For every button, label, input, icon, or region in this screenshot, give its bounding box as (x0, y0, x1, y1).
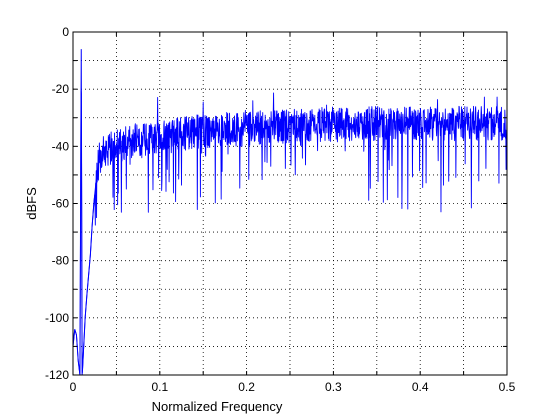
y-tick-label: -80 (52, 254, 70, 268)
y-axis-label: dBFS (24, 187, 39, 220)
x-tick-label: 0 (70, 380, 77, 394)
y-tick-label: -120 (45, 368, 69, 382)
y-tick-label: -60 (52, 197, 70, 211)
y-tick-label: -100 (45, 311, 69, 325)
x-tick-label: 0.1 (151, 380, 168, 394)
x-tick-label: 0.4 (412, 380, 429, 394)
spectrum-series-line (72, 90, 508, 375)
grid (73, 32, 507, 375)
x-tick-label: 0.5 (499, 380, 516, 394)
y-tick-label: -40 (52, 139, 70, 153)
x-tick-label: 0.2 (238, 380, 255, 394)
tick-labels: 0 0.1 0.2 0.3 0.4 0.5 -120 -100 -80 -60 -40 -20 0 (45, 25, 516, 394)
x-axis-label: Normalized Frequency (152, 399, 283, 414)
spectrum-low-band-line (72, 49, 100, 376)
x-tick-label: 0.3 (325, 380, 342, 394)
y-tick-label: 0 (62, 25, 69, 39)
y-tick-label: -20 (52, 82, 70, 96)
ticks (72, 31, 508, 376)
series-layer (72, 49, 508, 376)
